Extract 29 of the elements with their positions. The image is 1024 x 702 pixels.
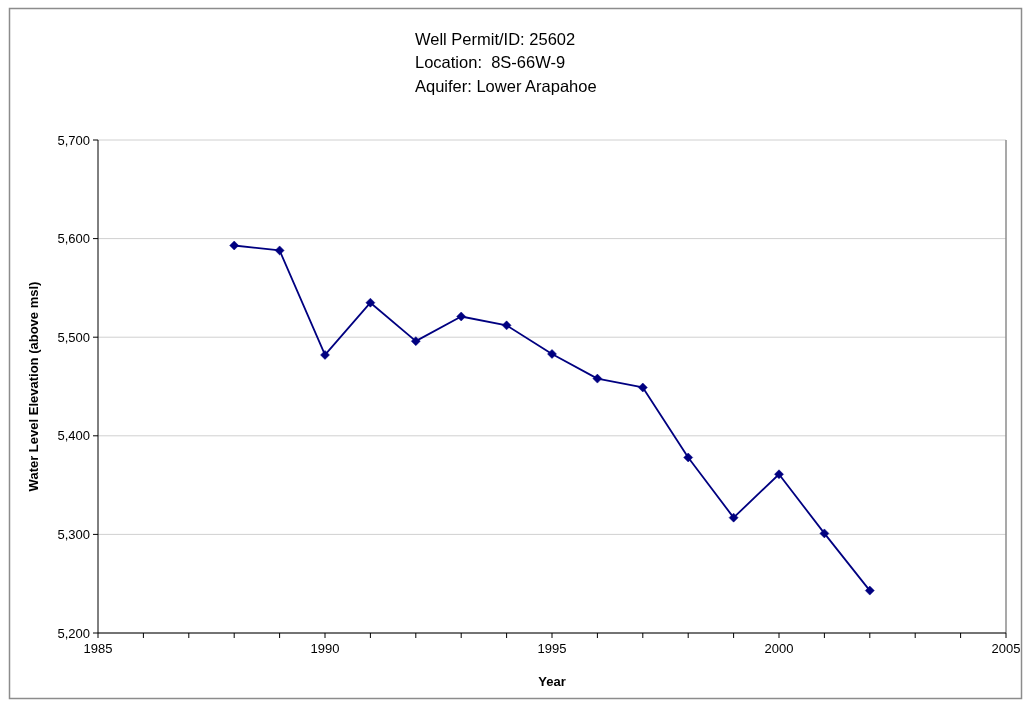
x-tick-label: 2000	[764, 641, 794, 656]
point	[638, 382, 648, 393]
point	[547, 349, 557, 359]
point	[501, 320, 512, 331]
point	[229, 240, 239, 251]
y-tick-label: 5,500	[57, 329, 90, 345]
x-axis-title: Year	[538, 674, 566, 689]
x-tick-label: 1990	[310, 641, 340, 656]
y-axis-title: Water Level Elevation (above msl)	[26, 281, 41, 492]
y-tick-label: 5,700	[57, 132, 90, 148]
point	[274, 245, 285, 256]
point	[411, 336, 421, 346]
point	[320, 350, 330, 360]
point	[592, 373, 603, 384]
chart-title: Well Permit/ID: 25602 Location: 8S-66W-9 Aquifer: Lower Arapahoe	[415, 30, 597, 95]
point	[456, 311, 466, 322]
point	[728, 512, 739, 523]
y-tick-label: 5,400	[57, 428, 90, 444]
y-tick-label: 5,200	[57, 625, 90, 641]
point	[683, 452, 693, 463]
point	[365, 297, 376, 308]
point	[865, 585, 875, 596]
x-tick-label: 1985	[83, 641, 113, 656]
point	[774, 469, 784, 479]
point	[819, 528, 830, 539]
y-tick-label: 5,300	[57, 526, 90, 542]
y-tick-label: 5,600	[57, 231, 90, 247]
x-tick-label: 2005	[991, 641, 1021, 656]
x-tick-label: 1995	[537, 641, 567, 656]
